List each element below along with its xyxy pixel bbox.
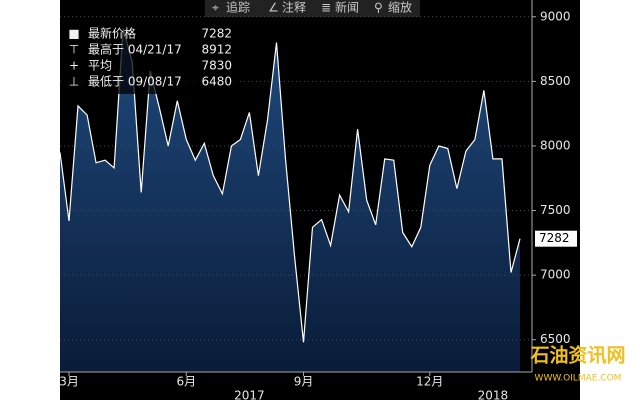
legend-value: 6480 xyxy=(201,75,232,89)
last-price-tag xyxy=(535,230,577,247)
legend-name: 平均 xyxy=(88,59,112,73)
y-tick-label: 8500 xyxy=(540,74,571,88)
legend-name: 最高于 04/21/17 xyxy=(88,42,182,57)
x-tick-label: 6月 xyxy=(176,375,196,389)
legend-icon: + xyxy=(69,59,79,73)
toolbar-track[interactable]: 追踪 xyxy=(226,0,250,15)
last-price-label: 7282 xyxy=(539,231,570,245)
legend-value: 8912 xyxy=(201,43,232,57)
icon: ≣ xyxy=(321,1,331,15)
legend-icon: ⊥ xyxy=(69,75,79,89)
watermark: 石油资讯网 xyxy=(529,344,625,367)
line xyxy=(59,28,521,343)
x-tick-label: 3月 xyxy=(59,375,79,389)
y-tick-label: 8000 xyxy=(540,138,571,152)
legend-value: 7830 xyxy=(201,59,232,73)
toolbar-zoom[interactable]: 缩放 xyxy=(388,0,412,15)
legend-value: 7282 xyxy=(201,27,232,41)
legend-icon: ■ xyxy=(68,27,79,41)
icon: ∠ xyxy=(268,1,279,15)
year-label: 2018 xyxy=(478,389,509,400)
y-tick-label: 7500 xyxy=(540,203,571,217)
toolbar xyxy=(205,0,420,17)
x-tick-label: 12月 xyxy=(416,375,443,389)
icon: ⌖ xyxy=(212,1,219,15)
y-tick-label: 7000 xyxy=(540,268,571,282)
watermark-url: WWW.OILMAE.COM xyxy=(535,374,622,384)
legend-icon: ⊤ xyxy=(69,43,79,57)
x-tick-label: 9月 xyxy=(294,375,314,389)
icon: ⚲ xyxy=(374,1,383,15)
y-tick-label: 9000 xyxy=(540,9,571,23)
toolbar-annotate[interactable]: 注释 xyxy=(282,0,306,15)
legend-box xyxy=(62,24,238,94)
year-label: 2017 xyxy=(234,389,265,400)
legend-name: 最低于 09/08/17 xyxy=(88,75,182,89)
toolbar-news[interactable]: 新闻 xyxy=(335,0,359,15)
y-tick-label: 6500 xyxy=(540,332,571,346)
legend-name: 最新价格 xyxy=(88,26,136,41)
